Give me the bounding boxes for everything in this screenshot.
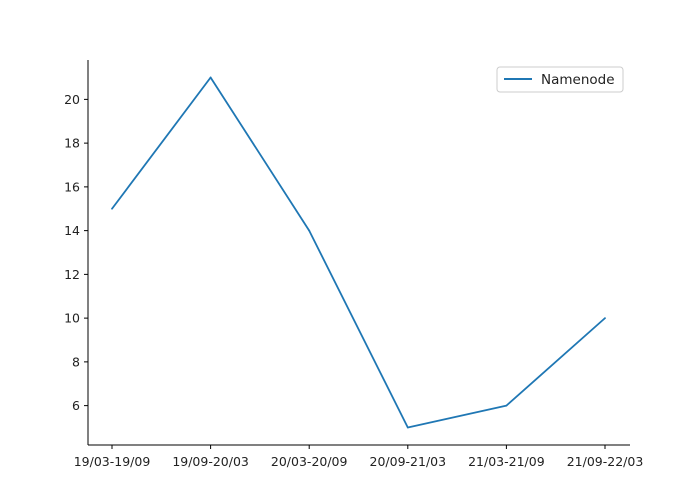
data-point	[505, 404, 508, 407]
axes	[87, 60, 630, 446]
x-tick-label: 19/03-19/09	[74, 454, 151, 469]
data-point	[308, 229, 311, 232]
data-point	[406, 426, 409, 429]
series-lines	[111, 76, 606, 429]
y-tick-label: 14	[64, 223, 80, 238]
x-tick-label: 20/03-20/09	[271, 454, 348, 469]
y-tick-label: 10	[64, 311, 80, 326]
x-ticks: 19/03-19/09 19/09-20/03 20/03-20/09 20/09-2…	[74, 445, 644, 469]
data-point	[604, 317, 606, 320]
x-tick-label: 19/09-20/03	[172, 454, 249, 469]
legend: Namenode	[496, 66, 624, 93]
y-ticks: 6 8 10 12 14 16 18 20	[64, 92, 88, 413]
y-tick-label: 8	[72, 354, 80, 369]
x-tick-label: 21/09-22/03	[567, 454, 644, 469]
data-point	[209, 76, 212, 79]
series-line-namenode	[111, 76, 606, 429]
y-tick-label: 20	[64, 92, 80, 107]
x-tick-label: 20/09-21/03	[370, 454, 447, 469]
y-tick-label: 6	[72, 398, 80, 413]
y-tick-label: 16	[64, 179, 80, 194]
legend-label-namenode: Namenode	[541, 72, 615, 88]
x-tick-label: 21/03-21/09	[468, 454, 545, 469]
y-tick-label: 12	[64, 267, 80, 282]
y-tick-label: 18	[64, 136, 80, 151]
data-point	[111, 207, 113, 210]
legend-box	[496, 66, 624, 93]
